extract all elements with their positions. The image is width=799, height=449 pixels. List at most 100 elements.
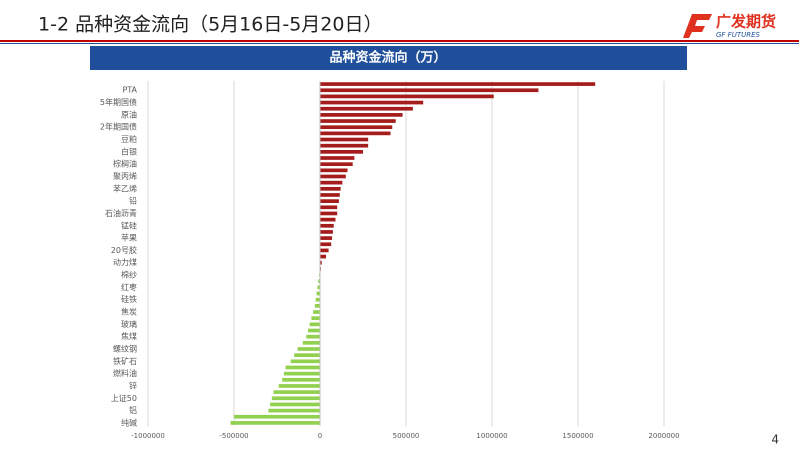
bar xyxy=(320,150,363,154)
bar xyxy=(290,359,320,364)
bar xyxy=(320,205,338,210)
y-tick-label: 2年期国债 xyxy=(100,122,137,132)
bar xyxy=(320,100,424,105)
bar xyxy=(271,396,320,401)
y-tick-label: 上证50 xyxy=(111,394,137,403)
y-tick-label: 焦煤 xyxy=(121,331,137,341)
bar xyxy=(318,279,320,284)
y-tick-label: 苯乙烯 xyxy=(113,183,137,193)
bar xyxy=(316,291,320,296)
y-tick-label: 20号胶 xyxy=(111,245,137,255)
y-tick-label: 纯碱 xyxy=(121,417,137,427)
y-tick-label: 豆粕 xyxy=(121,134,137,144)
bar xyxy=(314,304,320,308)
bar xyxy=(273,390,320,394)
chart-banner xyxy=(90,46,687,70)
bar xyxy=(320,119,396,123)
y-tick-label: 动力煤 xyxy=(113,257,137,267)
bar xyxy=(320,156,355,160)
bar xyxy=(313,310,320,314)
y-tick-label: 铅 xyxy=(129,196,137,206)
y-tick-label: 锌 xyxy=(129,380,137,390)
y-tick-label: 聚丙烯 xyxy=(113,171,137,181)
bar xyxy=(285,365,320,370)
x-tick-label: -500000 xyxy=(219,432,248,440)
bar xyxy=(320,260,322,265)
y-tick-label: 棕榈油 xyxy=(113,159,137,169)
y-tick-label: 苹果 xyxy=(121,233,137,243)
x-tick-label: 1000000 xyxy=(476,432,507,440)
y-tick-label: 燃料油 xyxy=(113,368,137,378)
y-tick-label: 焦炭 xyxy=(121,307,137,317)
x-tick-label: 1500000 xyxy=(562,432,593,440)
y-tick-label: 白银 xyxy=(121,146,137,156)
bar xyxy=(320,242,332,247)
bar xyxy=(294,353,320,357)
bar xyxy=(278,384,320,388)
bar xyxy=(230,421,320,425)
bar xyxy=(315,297,320,302)
bar xyxy=(320,174,346,179)
bar xyxy=(320,199,339,203)
logo-icon xyxy=(683,14,712,38)
y-tick-label: 红枣 xyxy=(121,282,137,292)
bar xyxy=(320,211,338,216)
bar xyxy=(306,334,320,339)
y-tick-label: 铝 xyxy=(129,405,137,415)
page-number: 4 xyxy=(771,433,779,447)
y-tick-label: 5年期国债 xyxy=(100,97,137,107)
y-tick-label: 玻璃 xyxy=(121,319,137,329)
bar xyxy=(320,193,340,197)
bar xyxy=(320,248,329,253)
bar xyxy=(320,186,341,191)
bar xyxy=(320,223,334,228)
logo-en: GF FUTURES xyxy=(716,31,761,39)
bar xyxy=(317,285,320,290)
bar xyxy=(302,340,320,345)
bar xyxy=(282,377,320,382)
title-rule-blue xyxy=(0,43,799,44)
bar xyxy=(320,82,596,86)
bar xyxy=(320,131,391,136)
bar xyxy=(270,402,320,407)
x-tick-label: 0 xyxy=(318,432,322,440)
x-tick-label: 2000000 xyxy=(648,432,679,440)
bar xyxy=(297,347,320,351)
bar xyxy=(320,230,333,234)
chart-title: 品种资金流向（万） xyxy=(329,50,446,66)
y-tick-label: 硅铁 xyxy=(121,294,137,304)
bar xyxy=(268,408,320,413)
bar xyxy=(234,414,320,419)
slide-title: 1-2 品种资金流向（5月16日-5月20日） xyxy=(38,14,382,36)
bar xyxy=(320,162,353,167)
bar xyxy=(320,254,327,259)
y-tick-label: PTA xyxy=(122,86,137,95)
y-tick-label: 螺纹钢 xyxy=(113,343,137,353)
y-tick-label: 棉纱 xyxy=(121,270,137,280)
x-tick-label: -1000000 xyxy=(131,432,165,440)
bar xyxy=(320,94,494,99)
bar xyxy=(320,217,336,222)
bar xyxy=(307,328,320,333)
logo-cn: 广发期货 xyxy=(716,13,776,31)
logo: 广发期货 GF FUTURES xyxy=(683,13,776,39)
y-tick-label: 石油沥青 xyxy=(105,208,137,218)
bar xyxy=(320,143,369,148)
bar xyxy=(320,137,369,142)
bar xyxy=(283,371,320,376)
bar xyxy=(311,316,320,321)
bar xyxy=(320,180,343,185)
bar xyxy=(320,168,348,173)
bar xyxy=(320,236,333,240)
bar xyxy=(320,88,539,93)
bar xyxy=(320,125,393,130)
y-tick-label: 铁矿石 xyxy=(113,356,137,366)
title-rule xyxy=(0,40,799,42)
y-tick-label: 原油 xyxy=(121,109,137,119)
bar xyxy=(320,106,413,111)
x-tick-label: 500000 xyxy=(393,432,420,440)
bar xyxy=(309,322,320,327)
bar xyxy=(320,113,403,117)
y-tick-label: 锰硅 xyxy=(121,220,137,230)
